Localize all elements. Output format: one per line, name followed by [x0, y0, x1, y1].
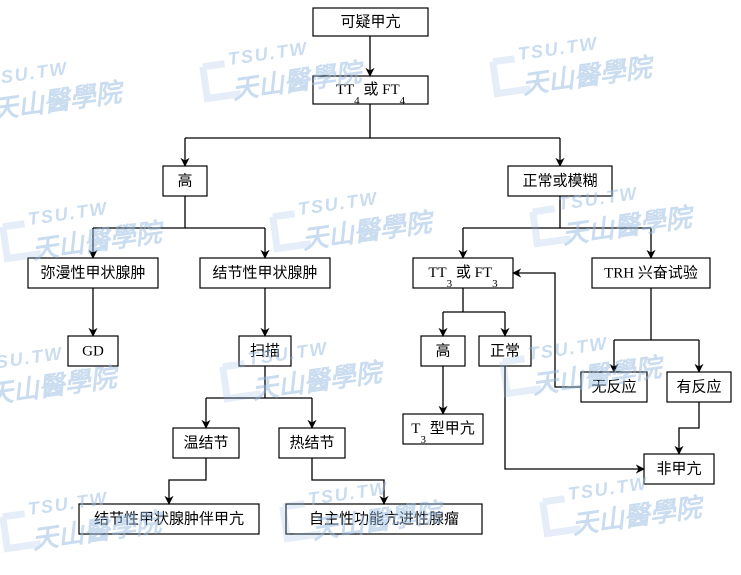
node-label: 弥漫性甲状腺肿: [40, 263, 145, 281]
node-t3type: T3 型甲亢: [403, 414, 483, 446]
node-label: 温结节: [183, 434, 228, 451]
node-high: 高: [163, 166, 207, 196]
node-noresp: 无反应: [581, 372, 647, 402]
node-tt3: TT3 或 FT3: [413, 258, 513, 290]
edge: [513, 273, 581, 387]
node-label: TT3 或 FT3: [428, 264, 498, 289]
node-label: TRH 兴奋试验: [604, 264, 698, 281]
node-label: 结节性甲状腺肿: [212, 264, 317, 281]
node-label: 正常或模糊: [522, 172, 597, 189]
node-warm: 温结节: [173, 428, 239, 458]
node-label: 正常: [490, 342, 520, 359]
node-nonhyper: 非甲亢: [644, 454, 714, 484]
node-label: 非甲亢: [656, 459, 701, 477]
node-label: 无反应: [591, 377, 636, 395]
node-normamb: 正常或模糊: [508, 166, 612, 196]
flowchart-canvas: 可疑甲亢 TT4 或 FT4 高 正常或模糊弥漫性甲状腺肿 结节性甲状腺肿 TT3 或 F…: [0, 0, 741, 575]
node-hasresp: 有反应: [667, 372, 731, 402]
node-label: 扫描: [250, 342, 280, 359]
node-label: 高: [435, 342, 450, 359]
node-gd: GD: [68, 336, 118, 366]
node-label: 热结节: [289, 434, 334, 451]
node-diffuse: 弥漫性甲状腺肿: [28, 258, 158, 288]
node-tt4: TT4 或 FT4: [313, 76, 428, 107]
node-normal: 正常: [479, 336, 531, 366]
node-label: 有反应: [676, 377, 721, 395]
node-high2: 高: [421, 336, 465, 366]
node-label: 可疑甲亢: [340, 12, 400, 30]
edge: [169, 458, 206, 504]
node-scan: 扫描: [239, 336, 291, 366]
edge: [679, 402, 699, 454]
node-nodular: 结节性甲状腺肿: [200, 258, 330, 288]
node-label: 高: [177, 172, 192, 189]
node-label: GD: [82, 343, 104, 359]
node-label: T3 型甲亢: [411, 419, 474, 445]
node-label: 结节性甲状腺肿伴甲亢: [94, 509, 244, 527]
node-trh: TRH 兴奋试验: [592, 258, 710, 288]
node-hot: 热结节: [279, 428, 345, 458]
edge: [312, 458, 384, 504]
node-auton: 自主性功能亢进性腺瘤: [286, 504, 482, 534]
node-label: TT4 或 FT4: [336, 81, 406, 106]
node-label: 自主性功能亢进性腺瘤: [309, 509, 459, 527]
node-nodhyper: 结节性甲状腺肿伴甲亢: [79, 504, 259, 534]
node-suspect: 可疑甲亢: [313, 8, 428, 36]
